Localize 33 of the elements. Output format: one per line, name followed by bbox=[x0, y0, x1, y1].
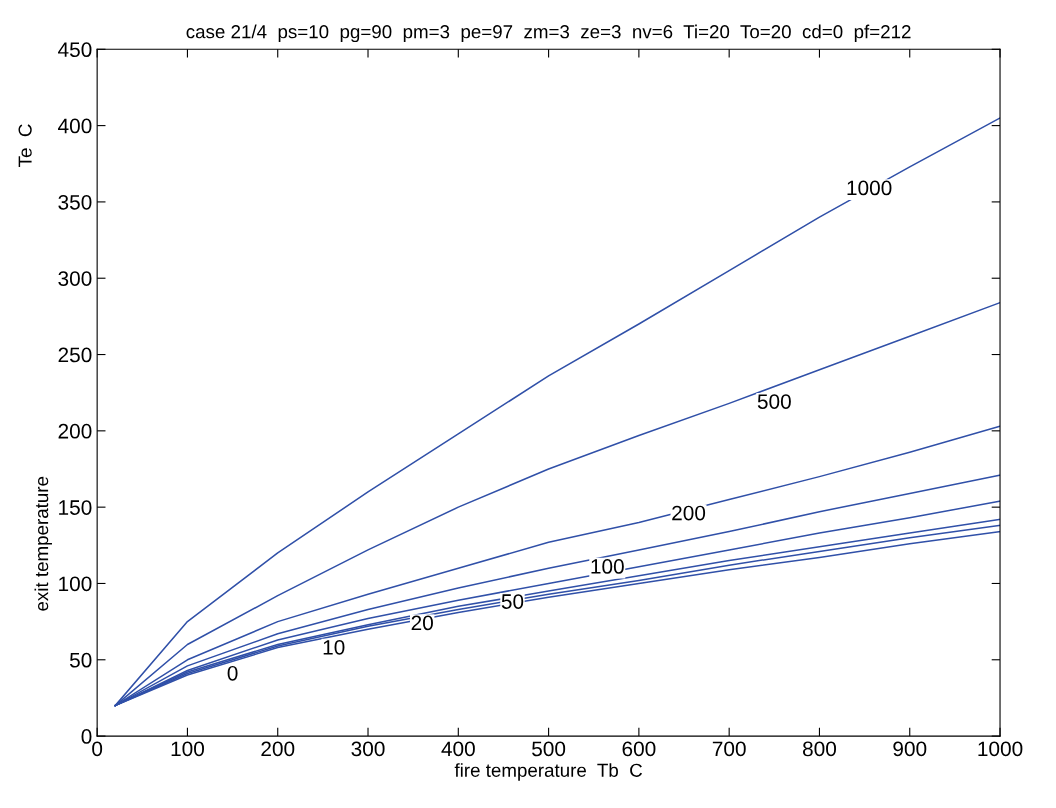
x-tick-label: 100 bbox=[171, 741, 205, 757]
annotation: 100 bbox=[591, 559, 624, 574]
annotation: 500 bbox=[757, 394, 791, 409]
x-tick-label: 1000 bbox=[978, 741, 1023, 757]
annotation: 1000 bbox=[847, 180, 892, 196]
x-tick-label: 500 bbox=[532, 741, 566, 757]
x-axis-title: fire temperature Tb C bbox=[454, 763, 643, 781]
y-tick-label: 300 bbox=[58, 271, 92, 286]
x-tick-label: 200 bbox=[261, 741, 295, 757]
y-axis-title: exit temperature bbox=[34, 476, 52, 611]
x-tick-label: 400 bbox=[441, 741, 475, 757]
x-tick-label: 900 bbox=[893, 741, 927, 757]
annotation: 10 bbox=[323, 639, 345, 655]
y-tick-label: 0 bbox=[81, 729, 92, 744]
annotation: 50 bbox=[501, 594, 524, 609]
text: Te C bbox=[18, 124, 32, 167]
y-tick-label: 150 bbox=[59, 500, 92, 515]
y-tick-label: 200 bbox=[58, 423, 92, 439]
chart-title: case 21/4 ps=10 pg=90 pm=3 pe=97 zm=3 ze=3 nv=6 Ti=20 To=20 cd=0 pf=212 bbox=[186, 24, 911, 43]
x-tick-label: 700 bbox=[712, 741, 746, 757]
annotation: 0 bbox=[227, 665, 238, 681]
annotation: 20 bbox=[411, 615, 433, 631]
x-tick-label: 600 bbox=[622, 741, 656, 757]
annotation: 200 bbox=[672, 505, 706, 521]
x-tick-label: 800 bbox=[802, 741, 837, 757]
y-tick-label: 450 bbox=[58, 42, 92, 58]
x-tick-label: 0 bbox=[92, 741, 103, 757]
y-tick-label: 350 bbox=[58, 194, 92, 210]
x-tick-label: 300 bbox=[351, 741, 385, 757]
y-tick-label: 50 bbox=[69, 652, 92, 668]
y-tick-label: 400 bbox=[58, 118, 92, 134]
y-tick-label: 100 bbox=[59, 576, 92, 592]
y-tick-label: 250 bbox=[58, 347, 92, 363]
